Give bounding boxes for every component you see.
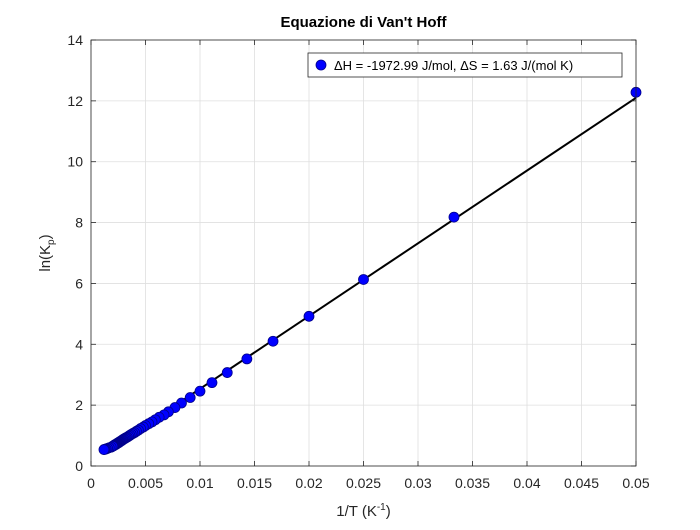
data-point	[194, 385, 206, 397]
x-tick-label: 0.005	[128, 475, 163, 491]
data-point	[241, 353, 253, 365]
legend-label: ΔH = -1972.99 J/mol, ΔS = 1.63 J/(mol K)	[334, 58, 573, 73]
x-tick-label: 0.05	[622, 475, 649, 491]
x-tick-label: 0.04	[513, 475, 540, 491]
y-axis-label-close: )	[37, 234, 54, 239]
x-tick-label: 0.02	[295, 475, 322, 491]
y-axis-label-sub: p	[46, 239, 57, 245]
y-tick-label: 2	[75, 397, 83, 413]
data-point	[98, 444, 110, 455]
x-tick-label: 0.025	[346, 475, 381, 491]
plot-area	[90, 39, 642, 467]
y-tick-label: 12	[67, 93, 83, 109]
x-tick-label: 0.035	[455, 475, 490, 491]
data-point	[221, 367, 233, 378]
data-point	[184, 392, 196, 403]
x-axis-label: 1/T (K-1)	[336, 502, 390, 520]
tick-marks	[90, 39, 637, 467]
y-tick-label: 4	[75, 336, 83, 352]
y-axis-label-main: ln(K	[37, 245, 54, 272]
x-tick-label: 0.03	[404, 475, 431, 491]
legend-box	[307, 52, 623, 78]
data-point	[206, 377, 218, 389]
y-tick-label: 6	[75, 275, 83, 291]
x-axis-label-main: 1/T (K	[336, 503, 377, 520]
y-axis-label: ln(Kp)	[37, 234, 57, 271]
y-tick-label: 14	[67, 32, 83, 48]
legend-marker	[315, 59, 327, 71]
legend: ΔH = -1972.99 J/mol, ΔS = 1.63 J/(mol K)	[307, 52, 623, 78]
data-point	[267, 335, 279, 347]
y-tick-label: 8	[75, 215, 83, 231]
chart-title: Equazione di Van't Hoff	[280, 14, 447, 31]
y-tick-label: 0	[75, 458, 83, 474]
y-tick-labels: 0 2 4 6 8 10 12 14	[67, 32, 83, 474]
x-tick-labels: 0 0.005 0.01 0.015 0.02 0.025 0.03 0.035 0.04 0.0…	[87, 475, 650, 491]
x-tick-label: 0	[87, 475, 95, 491]
data-point	[448, 211, 460, 223]
x-axis-label-close: )	[386, 503, 391, 520]
x-axis-label-sup: -1	[377, 502, 386, 513]
y-tick-label: 10	[67, 154, 83, 170]
series-layer	[98, 86, 642, 455]
x-tick-label: 0.015	[237, 475, 272, 491]
data-point	[303, 310, 315, 322]
data-point	[358, 274, 369, 285]
x-tick-label: 0.045	[564, 475, 599, 491]
x-tick-label: 0.01	[186, 475, 213, 491]
